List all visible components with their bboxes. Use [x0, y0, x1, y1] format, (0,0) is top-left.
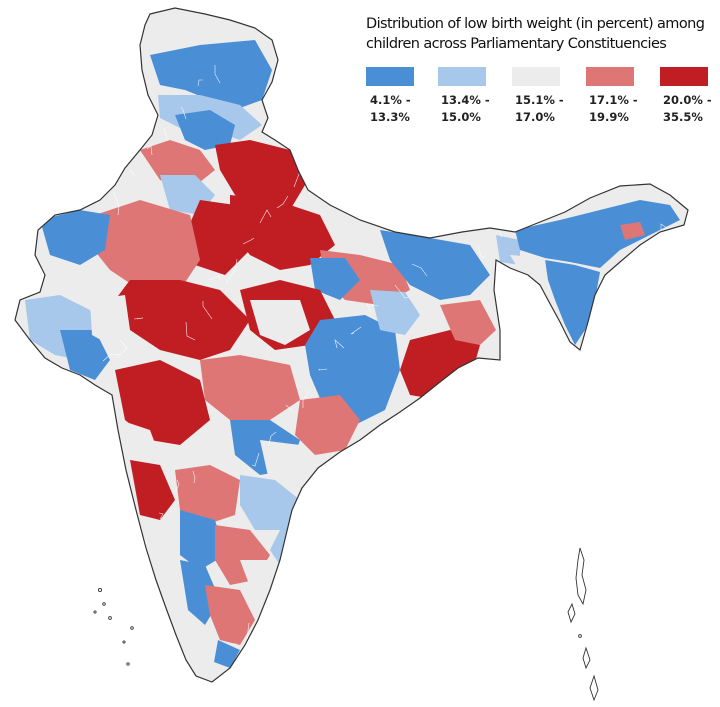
- constituency-patch: [310, 258, 360, 300]
- legend-title-line-1: Distribution of low birth weight (in per…: [366, 16, 705, 32]
- legend-label-3: 15.1% -17.0%: [515, 93, 564, 124]
- constituency-patch: [440, 300, 496, 345]
- constituency-patch: [240, 475, 300, 530]
- constituency-patch: [175, 465, 240, 525]
- constituency-patch: [40, 210, 110, 265]
- constituency-patch: [90, 295, 130, 345]
- legend-swatch-5: [660, 67, 708, 86]
- constituency-patch: [380, 230, 490, 300]
- constituency-patch: [115, 280, 250, 360]
- constituency-patch: [60, 330, 110, 380]
- constituency-patch: [115, 360, 210, 445]
- legend-label-2: 13.4% -15.0%: [441, 93, 490, 124]
- constituency-patch: [200, 355, 300, 420]
- offshore-islands: [93, 547, 599, 702]
- constituency-patch: [240, 560, 275, 600]
- constituency-patch: [175, 110, 235, 150]
- constituency-patch: [90, 200, 200, 290]
- constituency-patch: [230, 195, 335, 270]
- constituency-patch: [185, 200, 250, 275]
- constituency-patch: [510, 255, 548, 285]
- legend-label-1: 4.1% -13.3%: [370, 93, 411, 124]
- constituency-patch: [214, 640, 240, 668]
- constituency-patch: [295, 395, 360, 455]
- constituency-patch: [180, 510, 225, 570]
- constituency-patch: [370, 290, 420, 335]
- legend-swatch-4: [586, 67, 634, 86]
- legend-label-4: 17.1% -19.9%: [589, 93, 638, 124]
- constituency-patch: [130, 460, 175, 520]
- constituency-patch: [150, 40, 272, 108]
- constituency-patch: [545, 260, 600, 345]
- legend-swatch-1: [366, 67, 414, 86]
- legend-title-line-2: children across Parliamentary Constituen…: [366, 36, 667, 52]
- legend-label-5: 20.0% -35.5%: [663, 93, 712, 124]
- legend-swatch-3: [512, 67, 560, 86]
- constituency-patch: [620, 222, 645, 240]
- legend-title: Distribution of low birth weight (in per…: [366, 14, 706, 54]
- constituency-patch: [515, 200, 680, 268]
- legend-swatch-2: [438, 67, 486, 86]
- constituency-patch: [250, 300, 310, 345]
- constituency-patch: [205, 585, 255, 645]
- constituency-patch: [260, 440, 315, 490]
